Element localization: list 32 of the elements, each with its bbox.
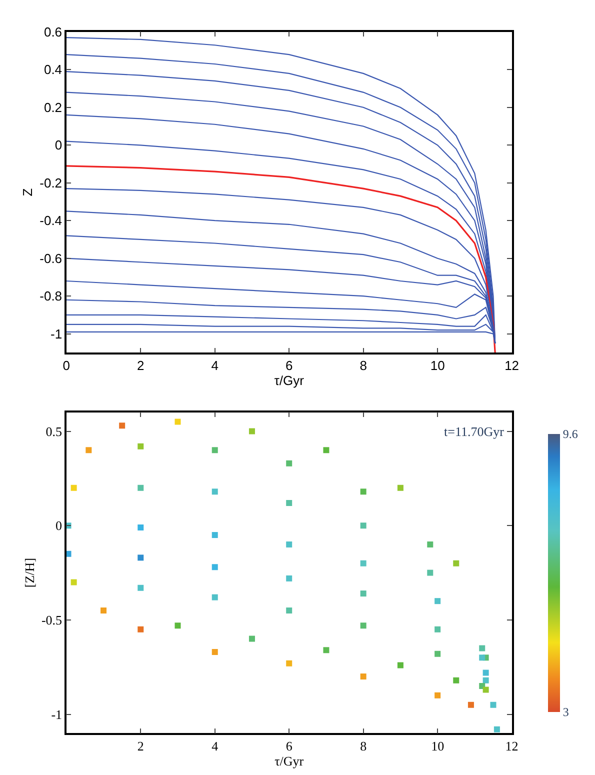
x-tick-label: 8 xyxy=(360,358,367,374)
y-tick-label: 0.6 xyxy=(44,24,62,40)
y-tick-label: 0.4 xyxy=(44,62,62,78)
x-tick-label: 8 xyxy=(360,738,367,754)
y-axis-title: Z xyxy=(20,188,36,196)
x-axis-title: τ/Gyr xyxy=(274,754,304,769)
x-tick-label: 6 xyxy=(285,358,293,374)
color-bar-label: 9.6 xyxy=(562,426,578,441)
x-tick-label: 12 xyxy=(505,738,518,754)
x-tick-label: 4 xyxy=(212,738,219,754)
y-tick-label: -0.4 xyxy=(40,213,62,228)
x-axis-title: τ/Gyr xyxy=(274,373,305,388)
y-tick-label: 0 xyxy=(54,138,62,153)
x-tick-label: 2 xyxy=(137,738,144,754)
color-bar-label: 3 xyxy=(562,704,569,719)
x-tick-label: 4 xyxy=(211,358,218,374)
y-axis-title: [Z/H] xyxy=(22,558,37,588)
y-tick-label: -0.5 xyxy=(41,612,62,628)
y-tick-label: -1 xyxy=(51,706,62,722)
y-tick-label: -0.6 xyxy=(40,250,62,266)
x-tick-label: 6 xyxy=(286,738,293,754)
annotation: t=11.70Gyr xyxy=(444,424,505,439)
y-tick-label: -1 xyxy=(50,326,62,342)
x-tick-label: 10 xyxy=(430,358,445,374)
x-tick-label: 12 xyxy=(504,358,520,374)
y-tick-label: 0 xyxy=(56,518,62,534)
y-tick-label: -0.8 xyxy=(40,288,62,304)
x-tick-label: 10 xyxy=(431,738,444,754)
y-tick-label: -0.2 xyxy=(40,175,62,190)
y-tick-label: 0.5 xyxy=(46,424,62,439)
x-tick-label: 2 xyxy=(137,358,144,374)
y-tick-label: 0.2 xyxy=(44,100,62,115)
